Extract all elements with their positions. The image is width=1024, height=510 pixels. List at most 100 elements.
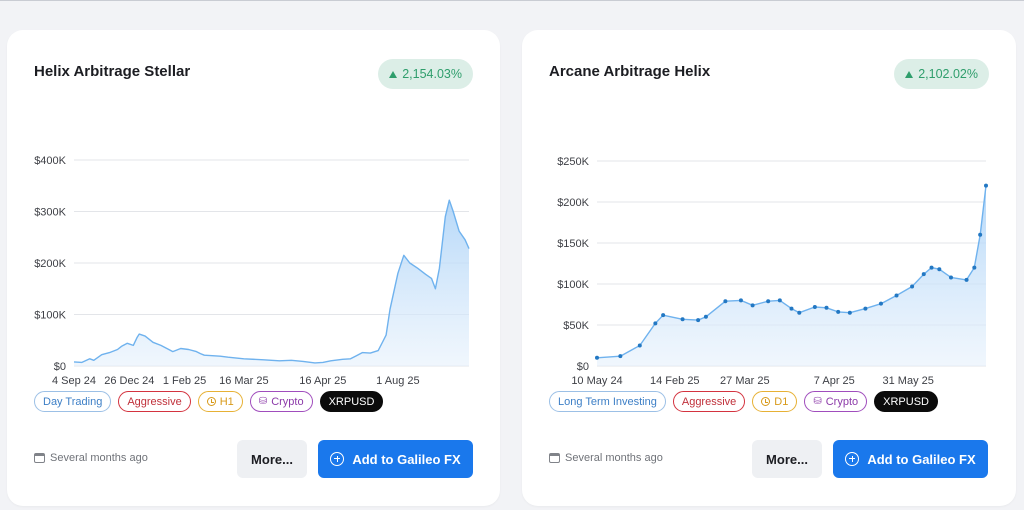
last-updated: Several months ago: [549, 452, 663, 464]
data-point: [929, 265, 934, 270]
data-point: [972, 265, 977, 270]
data-point: [847, 310, 852, 315]
calendar-icon: [549, 453, 560, 463]
tag-trading-style[interactable]: Day Trading: [34, 391, 112, 412]
tag-risk-level[interactable]: Aggressive: [118, 391, 191, 412]
data-point: [653, 321, 658, 326]
tag-asset-class[interactable]: ⛁ Crypto: [804, 391, 868, 412]
data-point: [921, 272, 926, 277]
y-tick-label: $50K: [563, 320, 589, 332]
y-tick-label: $250K: [557, 156, 589, 168]
more-button[interactable]: More...: [752, 440, 822, 478]
data-point: [948, 275, 953, 280]
add-to-galileo-button[interactable]: Add to Galileo FX: [833, 440, 988, 478]
strategy-title[interactable]: Helix Arbitrage Stellar: [34, 63, 191, 80]
add-button-label: Add to Galileo FX: [867, 451, 976, 467]
coins-icon: ⛁: [813, 396, 822, 407]
tag-timeframe-label: D1: [774, 395, 789, 408]
x-tick-label: 16 Apr 25: [299, 375, 346, 387]
strategy-title[interactable]: Arcane Arbitrage Helix: [549, 63, 711, 80]
x-tick-label: 16 Mar 25: [219, 375, 269, 387]
y-tick-label: $0: [577, 361, 589, 373]
data-point: [978, 232, 983, 237]
data-point: [750, 303, 755, 308]
triangle-up-icon: [389, 70, 398, 78]
tag-timeframe[interactable]: D1: [752, 391, 798, 412]
strategy-card: Helix Arbitrage Stellar 2,154.03% $0 $100…: [7, 30, 500, 506]
y-tick-label: $100K: [34, 310, 66, 322]
last-updated-text: Several months ago: [50, 452, 148, 464]
y-tick-label: $0: [54, 361, 66, 373]
series-line: [73, 199, 470, 364]
y-tick-label: $150K: [557, 238, 589, 250]
more-button[interactable]: More...: [237, 440, 307, 478]
data-point: [812, 304, 817, 309]
clock-icon: [761, 397, 771, 406]
calendar-icon: [34, 453, 45, 463]
last-updated: Several months ago: [34, 452, 148, 464]
data-point: [910, 284, 915, 289]
x-tick-label: 1 Feb 25: [163, 375, 206, 387]
series-area: [74, 200, 469, 366]
triangle-up-icon: [905, 70, 914, 78]
data-point: [797, 310, 802, 315]
y-tick-label: $200K: [557, 197, 589, 209]
data-point: [964, 277, 969, 282]
y-tick-label: $300K: [34, 207, 66, 219]
data-point: [595, 355, 599, 360]
y-tick-label: $100K: [557, 279, 589, 291]
x-tick-label: 27 Mar 25: [720, 375, 770, 387]
x-tick-label: 7 Apr 25: [814, 375, 855, 387]
tag-risk-level[interactable]: Aggressive: [672, 391, 746, 412]
tag-trading-style[interactable]: Long Term Investing: [549, 391, 666, 412]
tag-asset-class[interactable]: ⛁ Crypto: [249, 391, 313, 412]
window-top-border: [0, 0, 1024, 1]
performance-value: 2,154.03%: [402, 67, 462, 81]
add-button-label: Add to Galileo FX: [352, 451, 461, 467]
data-point: [661, 313, 666, 318]
x-tick-label: 26 Dec 24: [104, 375, 154, 387]
data-point: [836, 309, 841, 314]
equity-chart[interactable]: $0 $50K $100K $150K $200K $250K 10 May 24 14 Fe…: [522, 115, 1016, 390]
strategy-card: Arcane Arbitrage Helix 2,102.02% $0 $50K $…: [522, 30, 1016, 506]
data-point: [696, 318, 701, 323]
tag-symbol[interactable]: XRPUSD: [319, 391, 384, 412]
tag-timeframe[interactable]: H1: [197, 391, 243, 412]
coins-icon: ⛁: [258, 396, 268, 407]
performance-value: 2,102.02%: [918, 67, 978, 81]
x-tick-label: 1 Aug 25: [376, 375, 419, 387]
equity-chart[interactable]: $0 $100K $200K $300K $400K 4 Sep 24 26 Dec 24 1…: [7, 115, 500, 390]
data-point: [894, 293, 899, 298]
data-point: [723, 299, 728, 304]
x-tick-label: 10 May 24: [571, 375, 622, 387]
data-point: [766, 299, 771, 304]
data-point: [618, 354, 623, 359]
tag-timeframe-label: H1: [219, 395, 234, 408]
performance-badge: 2,154.03%: [378, 59, 473, 89]
x-tick-label: 31 May 25: [883, 375, 934, 387]
data-point: [789, 306, 794, 311]
last-updated-text: Several months ago: [565, 452, 663, 464]
add-to-galileo-button[interactable]: Add to Galileo FX: [318, 440, 473, 478]
y-tick-label: $200K: [34, 258, 66, 270]
data-point: [703, 314, 708, 319]
data-point: [863, 306, 868, 311]
tag-list: Long Term Investing Aggressive D1 ⛁ Cryp…: [549, 391, 938, 412]
data-point: [937, 267, 942, 272]
performance-badge: 2,102.02%: [894, 59, 989, 89]
y-tick-label: $400K: [34, 155, 66, 167]
data-point: [777, 298, 782, 303]
data-point: [878, 301, 883, 306]
plus-circle-icon: [330, 452, 345, 466]
clock-icon: [206, 397, 216, 406]
plus-circle-icon: [845, 452, 860, 466]
x-tick-label: 14 Feb 25: [650, 375, 700, 387]
data-point: [738, 298, 743, 303]
data-point: [824, 305, 829, 310]
tag-symbol[interactable]: XRPUSD: [874, 391, 938, 412]
tag-asset-label: Crypto: [825, 395, 859, 408]
data-point: [680, 317, 685, 322]
data-point: [984, 183, 988, 188]
tag-asset-label: Crypto: [271, 395, 304, 408]
series-area: [597, 185, 986, 366]
